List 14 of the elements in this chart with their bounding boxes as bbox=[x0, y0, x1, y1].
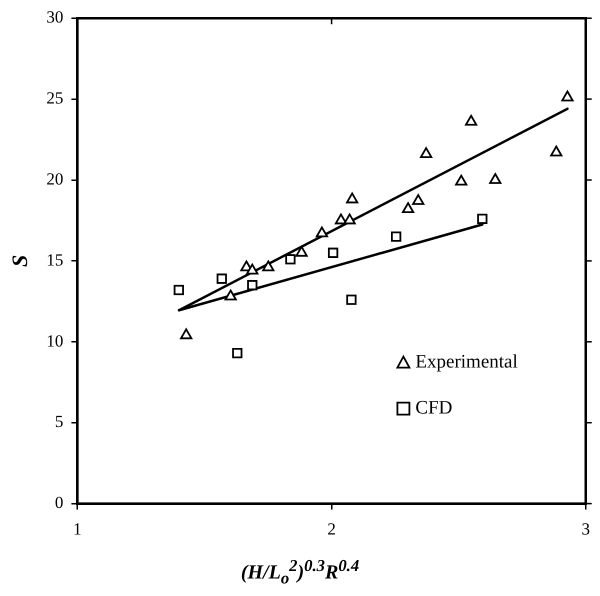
y-tick-label: 0 bbox=[54, 493, 64, 512]
y-tick-label: 15 bbox=[46, 250, 64, 270]
x-tick-label: 2 bbox=[327, 519, 336, 538]
y-tick-label: 20 bbox=[46, 169, 64, 188]
x-tick-label: 3 bbox=[582, 519, 590, 538]
x-axis-title: (H/L$_{o}$$^{2}$)$^{0.3}$R$^{0.4}$ bbox=[240, 556, 360, 589]
y-tick-label: 5 bbox=[54, 412, 64, 432]
y-tick-label: 10 bbox=[46, 331, 64, 350]
legend-label: CFD bbox=[415, 398, 452, 419]
legend-label: Experimental bbox=[415, 352, 518, 373]
x-tick-label: 1 bbox=[73, 519, 82, 538]
y-axis-title: S bbox=[6, 254, 32, 268]
y-tick-label: 30 bbox=[46, 8, 64, 27]
y-tick-label: 25 bbox=[46, 88, 64, 108]
